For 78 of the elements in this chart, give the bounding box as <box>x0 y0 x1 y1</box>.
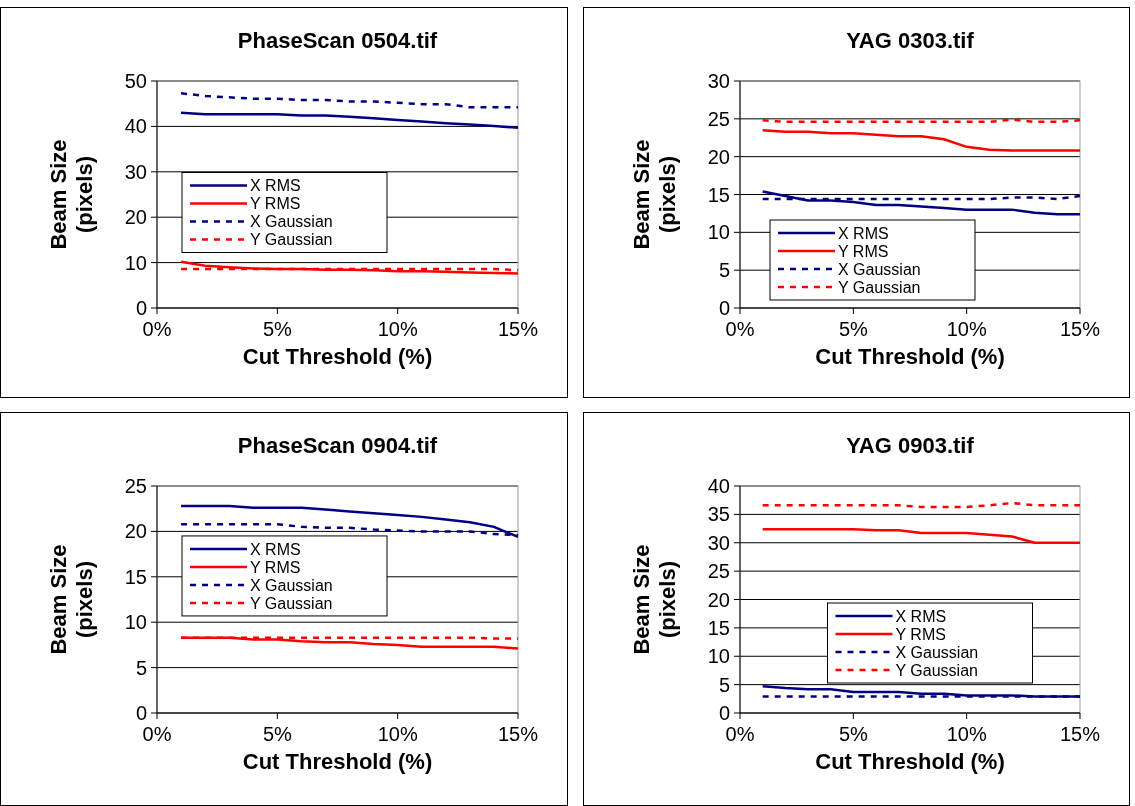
legend-label: Y RMS <box>250 558 301 576</box>
x-axis-title: Cut Threshold (%) <box>242 344 433 369</box>
y-tick-label: 10 <box>124 251 147 274</box>
x-axis-title: Cut Threshold (%) <box>815 344 1005 369</box>
legend-label: Y Gaussian <box>838 278 921 296</box>
x-tick-label: 15% <box>497 318 539 340</box>
y-tick-label: 5 <box>718 673 730 696</box>
legend-label: X Gaussian <box>250 576 333 594</box>
y-tick-label: 5 <box>135 656 147 679</box>
chart-title: YAG 0903.tif <box>846 433 975 458</box>
y-tick-label: 20 <box>124 206 147 229</box>
y-tick-label: 25 <box>124 475 147 497</box>
x-tick-label: 5% <box>262 723 292 745</box>
legend-label: X Gaussian <box>250 213 333 231</box>
y-tick-label: 20 <box>124 520 147 543</box>
x-tick-label: 5% <box>838 318 868 340</box>
y-tick-label: 20 <box>707 145 730 168</box>
y-tick-label: 35 <box>707 503 730 526</box>
y-tick-label: 40 <box>124 115 147 138</box>
y-tick-label: 15 <box>124 565 147 588</box>
y-tick-label: 15 <box>707 183 730 206</box>
y-tick-label: 5 <box>718 259 730 282</box>
y-tick-label: 10 <box>124 611 147 634</box>
line-series <box>179 111 520 130</box>
legend-label: X Gaussian <box>895 643 979 661</box>
x-tick-label: 10% <box>946 723 987 745</box>
legend-label: Y RMS <box>838 242 889 260</box>
legend-label: X Gaussian <box>838 260 921 278</box>
x-tick-label: 0% <box>725 318 755 340</box>
x-tick-label: 0% <box>142 318 172 340</box>
line-series <box>761 527 1082 544</box>
x-tick-label: 15% <box>497 723 539 745</box>
legend-label: X RMS <box>838 224 889 242</box>
y-tick-label: 15 <box>707 616 730 639</box>
chart-title: PhaseScan 0504.tif <box>237 28 438 53</box>
x-tick-label: 15% <box>1059 318 1101 340</box>
y-axis-title: Beam Size (pixels) <box>628 544 680 655</box>
x-tick-label: 10% <box>946 318 987 340</box>
y-tick-label: 0 <box>718 297 730 319</box>
y-tick-label: 30 <box>124 160 147 183</box>
y-tick-label: 10 <box>707 645 730 668</box>
y-axis-title: Beam Size (pixels) <box>45 139 97 250</box>
legend-label: Y RMS <box>250 195 301 213</box>
y-tick-label: 20 <box>707 588 730 611</box>
y-tick-label: 10 <box>707 221 730 244</box>
y-axis-title: Beam Size (pixels) <box>45 544 97 655</box>
y-axis-title: Beam Size (pixels) <box>628 139 680 250</box>
x-tick-label: 10% <box>377 318 418 340</box>
line-series <box>179 260 520 275</box>
chart-title: YAG 0303.tif <box>846 28 975 53</box>
y-tick-label: 40 <box>707 475 730 497</box>
y-tick-label: 0 <box>135 702 147 724</box>
y-tick-label: 25 <box>707 560 730 583</box>
y-tick-label: 30 <box>707 70 730 92</box>
x-tick-label: 10% <box>377 723 418 745</box>
legend-label: X RMS <box>895 607 947 625</box>
y-tick-label: 50 <box>124 70 147 92</box>
legend-label: Y RMS <box>895 625 946 643</box>
x-tick-label: 5% <box>838 723 868 745</box>
x-tick-label: 0% <box>725 723 755 745</box>
legend-label: Y Gaussian <box>250 594 333 612</box>
line-series <box>761 128 1082 152</box>
y-tick-label: 25 <box>707 107 730 130</box>
x-axis-title: Cut Threshold (%) <box>815 749 1005 774</box>
legend-label: Y Gaussian <box>895 661 978 679</box>
y-tick-label: 0 <box>135 297 147 319</box>
x-axis-title: Cut Threshold (%) <box>242 749 433 774</box>
x-tick-label: 15% <box>1059 723 1101 745</box>
y-tick-label: 30 <box>707 531 730 554</box>
legend-label: Y Gaussian <box>250 231 333 249</box>
x-tick-label: 0% <box>142 723 172 745</box>
line-series <box>179 92 520 109</box>
chart-title: PhaseScan 0904.tif <box>237 433 438 458</box>
legend-label: X RMS <box>250 177 301 195</box>
x-tick-label: 5% <box>262 318 292 340</box>
y-tick-label: 0 <box>718 702 730 724</box>
line-series <box>761 190 1082 216</box>
legend-label: X RMS <box>250 540 301 558</box>
